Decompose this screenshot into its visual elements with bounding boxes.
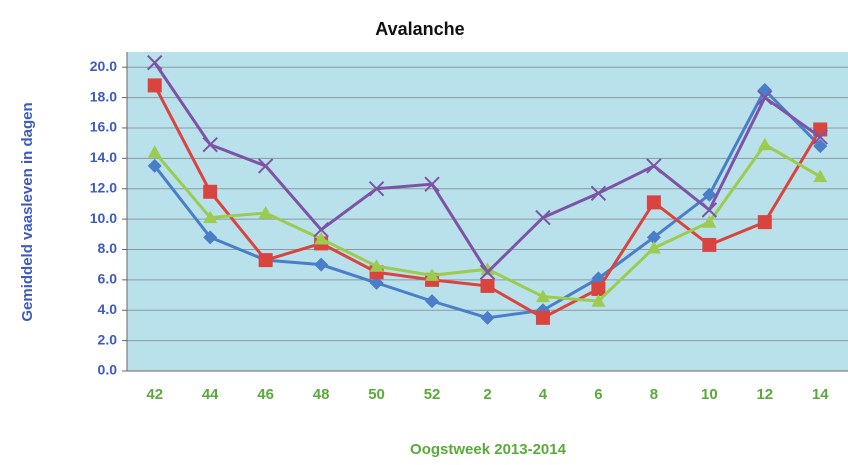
x-tick-label: 46 bbox=[257, 386, 274, 403]
marker bbox=[646, 240, 661, 254]
x-tick-label: 48 bbox=[313, 386, 330, 403]
marker bbox=[535, 209, 551, 226]
marker bbox=[480, 310, 495, 325]
marker bbox=[425, 268, 440, 281]
marker bbox=[369, 259, 384, 272]
marker bbox=[535, 310, 550, 325]
marker bbox=[701, 202, 718, 218]
y-tick-label: 20.0 bbox=[90, 58, 117, 74]
chart-title: Avalanche bbox=[375, 19, 464, 39]
x-tick-label: 4 bbox=[539, 386, 548, 403]
marker bbox=[147, 54, 163, 71]
y-tick-label: 2.0 bbox=[98, 331, 118, 347]
marker bbox=[313, 222, 329, 238]
x-tick-label: 52 bbox=[424, 386, 441, 403]
marker bbox=[702, 187, 717, 202]
marker bbox=[590, 185, 607, 201]
marker bbox=[757, 215, 772, 230]
marker bbox=[479, 264, 496, 280]
marker bbox=[314, 231, 329, 245]
marker bbox=[813, 169, 828, 183]
y-tick-label: 10.0 bbox=[90, 210, 117, 226]
marker bbox=[591, 281, 606, 296]
y-axis-label: Gemiddeld vaasleven in dagen bbox=[19, 102, 36, 321]
y-tick-label: 12.0 bbox=[90, 179, 117, 195]
marker bbox=[258, 253, 273, 268]
marker bbox=[202, 136, 218, 153]
y-tick-label: 16.0 bbox=[90, 119, 117, 135]
x-tick-label: 2 bbox=[483, 386, 491, 403]
marker bbox=[425, 294, 440, 309]
marker bbox=[646, 195, 661, 210]
x-tick-label: 8 bbox=[650, 386, 658, 403]
marker bbox=[757, 89, 773, 106]
x-tick-label: 50 bbox=[368, 386, 385, 403]
marker bbox=[203, 230, 218, 245]
marker bbox=[203, 184, 218, 199]
y-tick-label: 14.0 bbox=[90, 149, 117, 165]
marker bbox=[702, 237, 717, 252]
marker bbox=[257, 158, 274, 174]
y-tick-label: 6.0 bbox=[98, 271, 118, 287]
x-tick-label: 10 bbox=[701, 386, 718, 403]
marker bbox=[702, 215, 717, 228]
marker bbox=[757, 137, 772, 151]
marker bbox=[147, 145, 162, 158]
x-tick-label: 44 bbox=[202, 386, 219, 403]
marker bbox=[147, 158, 162, 173]
x-tick-label: 12 bbox=[756, 386, 773, 403]
marker bbox=[813, 139, 828, 154]
x-tick-label: 6 bbox=[594, 386, 602, 403]
marker bbox=[258, 206, 273, 219]
marker bbox=[147, 78, 162, 93]
y-tick-label: 18.0 bbox=[90, 88, 117, 104]
y-tick-label: 4.0 bbox=[98, 301, 118, 317]
x-tick-label: 42 bbox=[146, 386, 163, 403]
marker bbox=[424, 176, 440, 192]
marker bbox=[314, 257, 329, 272]
x-tick-label: 14 bbox=[812, 386, 829, 403]
marker bbox=[591, 294, 606, 307]
marker bbox=[812, 129, 828, 145]
marker bbox=[646, 158, 662, 174]
marker bbox=[480, 262, 495, 275]
marker bbox=[368, 181, 385, 197]
y-tick-label: 8.0 bbox=[98, 240, 118, 256]
marker bbox=[369, 275, 384, 290]
y-tick-label: 0.0 bbox=[98, 362, 118, 378]
marker bbox=[480, 278, 495, 293]
x-axis-label: Oogstweek 2013-2014 bbox=[410, 441, 567, 458]
marker bbox=[535, 289, 550, 303]
marker bbox=[646, 230, 661, 245]
marker bbox=[203, 210, 218, 224]
